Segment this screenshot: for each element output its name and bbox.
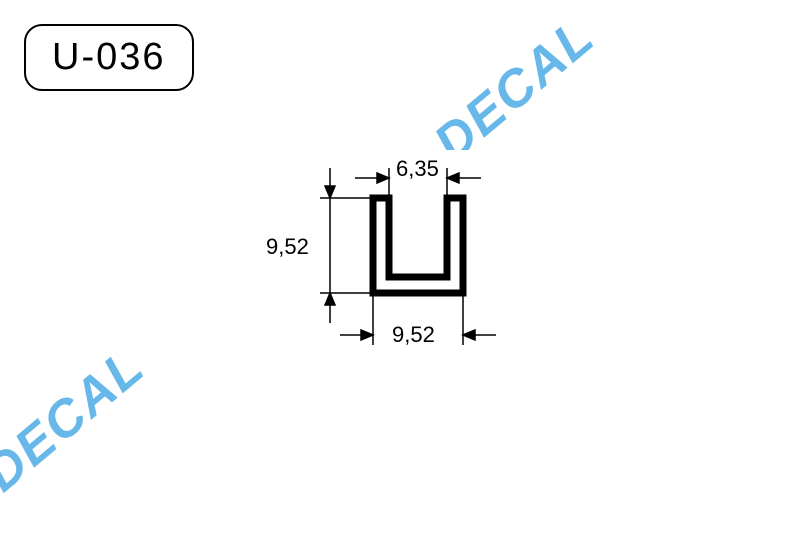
dim-inner-width-value: 6,35 xyxy=(396,156,439,182)
dim-outer-width-value: 9,52 xyxy=(392,322,435,348)
product-code-label: U-036 xyxy=(24,24,194,91)
profile-svg xyxy=(260,150,580,390)
product-code-text: U-036 xyxy=(52,36,166,78)
watermark-logo: DECAL xyxy=(0,336,156,504)
profile-drawing: 6,35 9,52 9,52 xyxy=(260,150,580,390)
watermark-logo: DECAL xyxy=(423,6,606,174)
dim-height-value: 9,52 xyxy=(266,234,309,260)
